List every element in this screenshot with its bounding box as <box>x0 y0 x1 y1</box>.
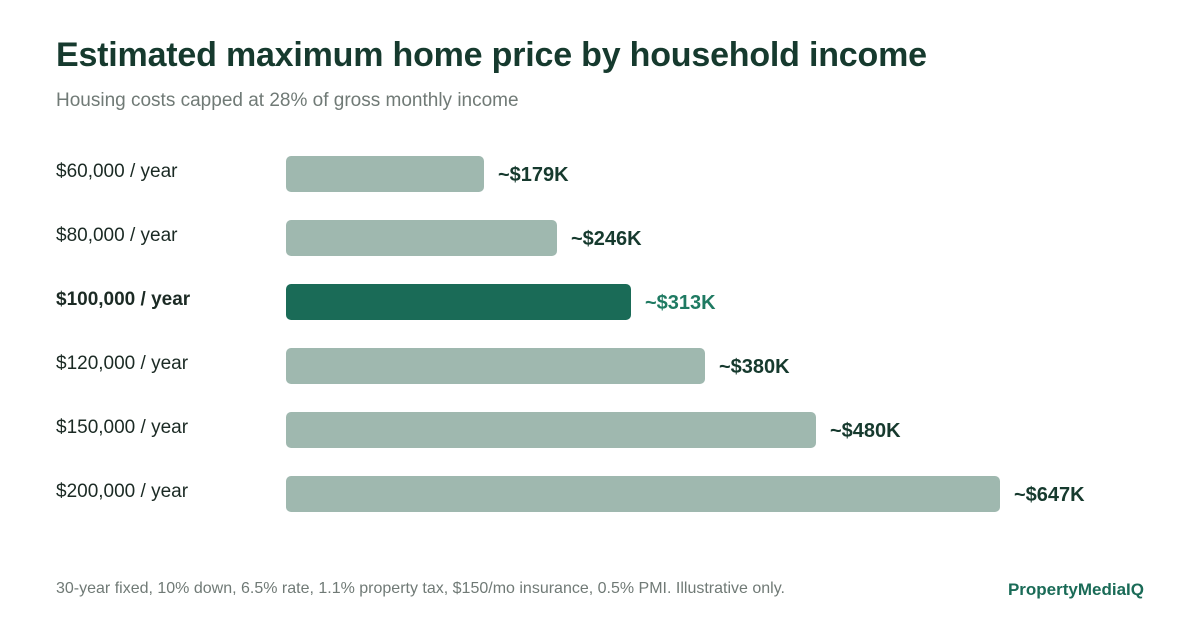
value-label: ~$313K <box>645 292 716 314</box>
bar <box>286 412 816 448</box>
category-label: $80,000 / year <box>56 225 178 246</box>
bar <box>286 284 631 320</box>
brand-logo-text: PropertyMediaIQ <box>1007 580 1144 599</box>
category-label: $120,000 / year <box>56 353 189 374</box>
category-label: $60,000 / year <box>56 161 178 182</box>
bar <box>286 156 484 192</box>
bar <box>286 220 557 256</box>
footnote: 30-year fixed, 10% down, 6.5% rate, 1.1%… <box>56 580 785 597</box>
value-label: ~$179K <box>498 164 569 186</box>
value-label: ~$246K <box>571 228 642 250</box>
category-label: $200,000 / year <box>56 481 189 502</box>
value-label: ~$647K <box>1014 484 1085 506</box>
value-label: ~$380K <box>719 356 790 378</box>
category-label: $150,000 / year <box>56 417 189 438</box>
category-label: $100,000 / year <box>56 289 191 310</box>
value-label: ~$480K <box>830 420 901 442</box>
chart-title: Estimated maximum home price by househol… <box>56 36 927 74</box>
bar <box>286 348 705 384</box>
bar <box>286 476 1000 512</box>
chart-subtitle: Housing costs capped at 28% of gross mon… <box>56 90 519 111</box>
